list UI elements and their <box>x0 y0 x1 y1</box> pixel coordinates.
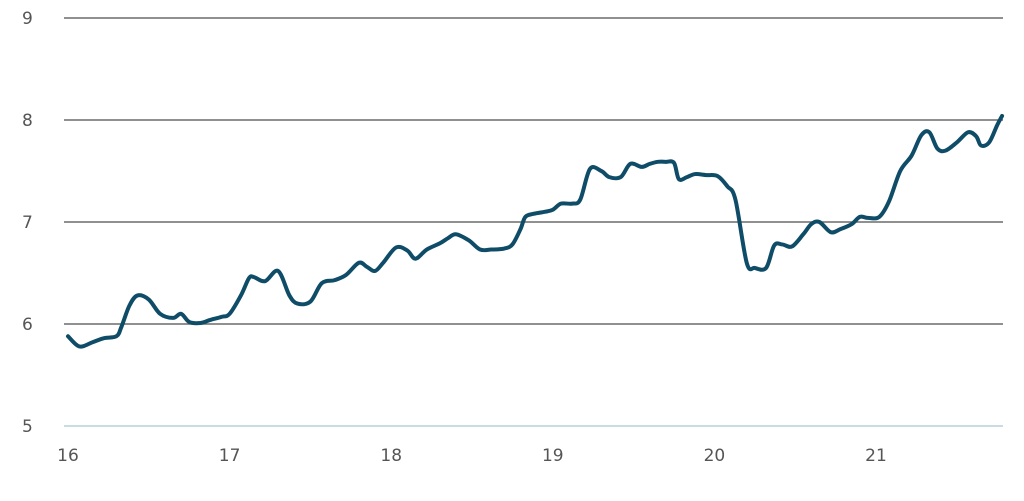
grid <box>64 17 1003 427</box>
x-tick-label-19: 19 <box>542 446 564 466</box>
x-tick-label-17: 17 <box>219 446 241 466</box>
series-line-0 <box>66 113 1005 349</box>
x-tick-label-16: 16 <box>57 446 79 466</box>
x-tick-label-18: 18 <box>380 446 402 466</box>
y-tick-label-6: 6 <box>22 315 33 335</box>
plot-area <box>66 113 1005 349</box>
x-tick-label-20: 20 <box>704 446 726 466</box>
y-axis: 5 6 7 8 9 <box>22 9 33 437</box>
y-tick-label-9: 9 <box>22 9 33 29</box>
y-tick-label-7: 7 <box>22 213 33 233</box>
y-tick-label-8: 8 <box>22 111 33 131</box>
x-tick-label-21: 21 <box>865 446 887 466</box>
x-axis: 16 17 18 19 20 21 <box>57 446 887 466</box>
y-tick-label-5: 5 <box>22 417 33 437</box>
